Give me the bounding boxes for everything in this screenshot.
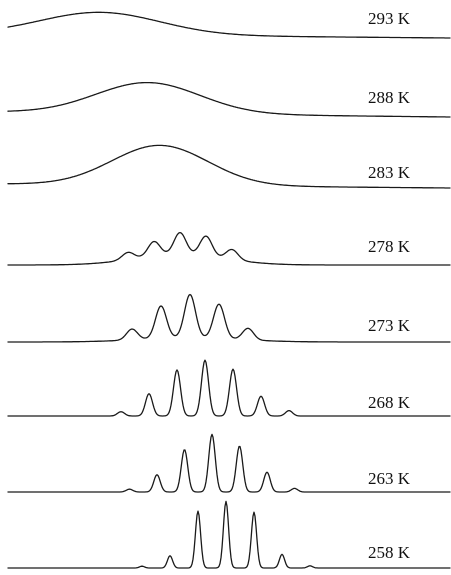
spectrum-trace-293k (7, 11, 451, 39)
temperature-label: 273 K (368, 316, 411, 335)
temperature-label: 293 K (368, 9, 411, 28)
spectrum-trace-273k (7, 293, 451, 343)
temperature-labels: 293 K 288 K 283 K 278 K 273 K 268 K 263 K 258 K (368, 9, 411, 562)
temperature-label: 283 K (368, 163, 411, 182)
temperature-label: 288 K (368, 88, 411, 107)
spectrum-trace-268k (7, 359, 451, 417)
spectrum-trace-283k (7, 144, 451, 189)
temperature-label: 258 K (368, 543, 411, 562)
spectrum-trace-263k (7, 433, 451, 493)
temperature-label: 268 K (368, 393, 411, 412)
temperature-label: 263 K (368, 469, 411, 488)
spectrum-trace-278k (7, 231, 451, 266)
temperature-label: 278 K (368, 237, 411, 256)
spectrum-traces (7, 11, 451, 569)
spectrum-trace-258k (7, 500, 451, 569)
spectrum-trace-288k (7, 81, 451, 118)
